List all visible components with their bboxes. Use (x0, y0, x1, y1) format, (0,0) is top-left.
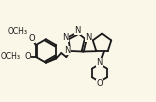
Text: N: N (74, 26, 81, 35)
Text: N: N (65, 46, 71, 55)
Text: O: O (96, 79, 103, 88)
Text: N: N (96, 58, 103, 67)
Text: N: N (85, 33, 91, 42)
Text: OCH₃: OCH₃ (8, 27, 28, 36)
Text: O: O (25, 52, 32, 61)
Text: OCH₃: OCH₃ (0, 52, 20, 61)
Text: N: N (62, 33, 69, 42)
Text: O: O (29, 34, 35, 43)
